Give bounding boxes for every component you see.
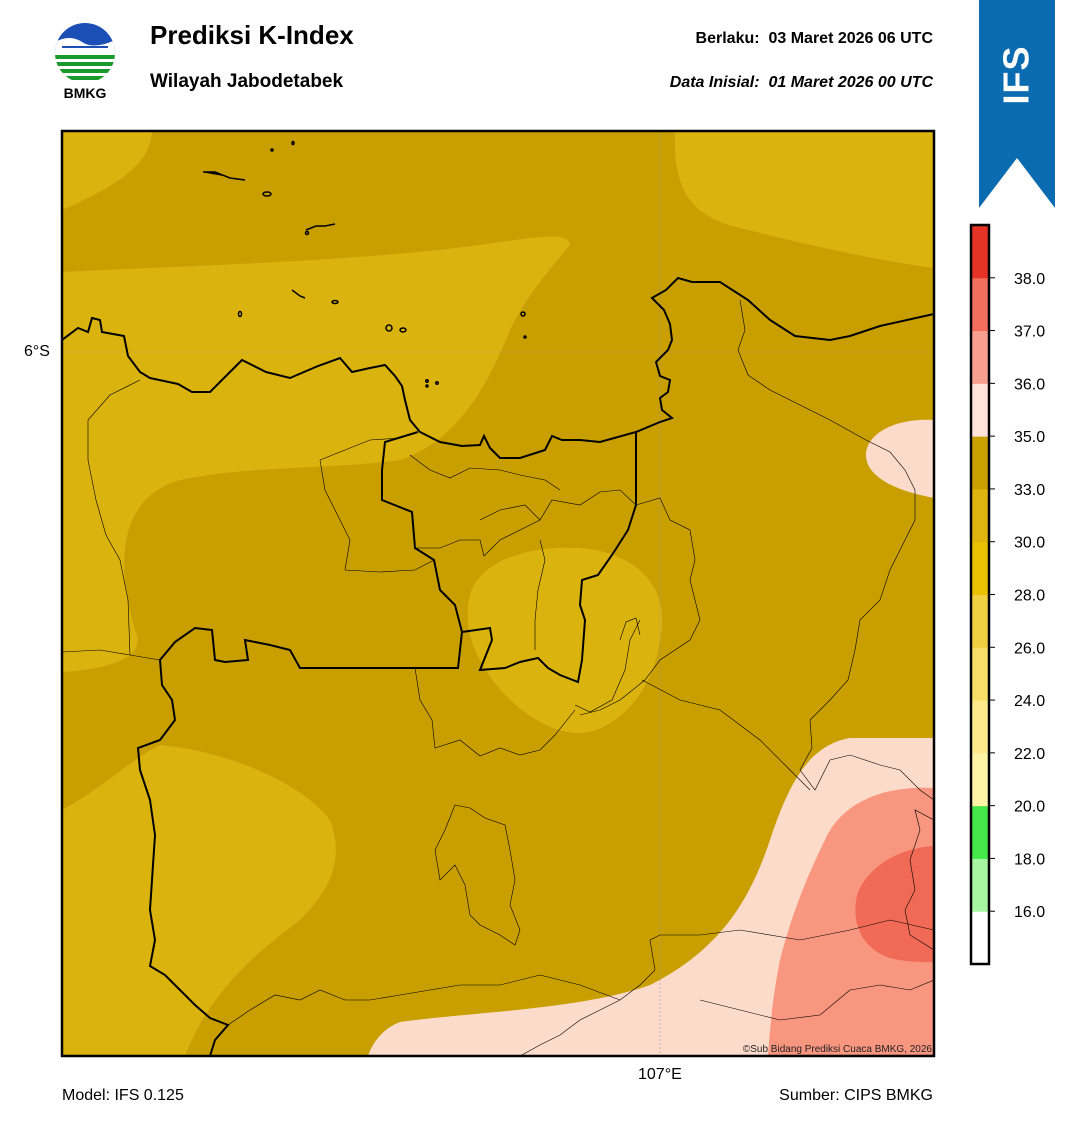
colorbar-tick-label: 30.0 (1014, 535, 1045, 552)
source-label: Sumber: CIPS BMKG (779, 1087, 933, 1104)
colorbar-swatch (971, 225, 989, 279)
coastline (62, 276, 934, 459)
init-time-value: 01 Maret 2026 00 UTC (768, 74, 933, 91)
colorbar-tick-label: 16.0 (1014, 904, 1045, 921)
district-boundaries (62, 299, 934, 1056)
colorbar-swatch (971, 700, 989, 754)
k-index-colorbar: 16.0 18.0 20.0 22.0 24.0 26.0 28.0 30.0 33.0 35.0… (969, 223, 1045, 966)
kindex-field-30-33-southwest (62, 745, 336, 1056)
kindex-field-30-33-northwest (62, 131, 152, 210)
kindex-field-30-33-center (467, 547, 663, 734)
kindex-field-30-33-northeast (674, 131, 934, 268)
init-time: Data Inisial: 01 Maret 2026 00 UTC (670, 74, 933, 92)
page-subtitle: Wilayah Jabodetabek (150, 71, 344, 92)
valid-time: Berlaku: 03 Maret 2026 06 UTC (696, 30, 933, 48)
logo-text: BMKG (64, 85, 107, 101)
colorbar-swatch (971, 277, 989, 332)
colorbar-tick-label: 36.0 (1014, 376, 1045, 393)
province-boundary-west (136, 431, 464, 1056)
bmkg-logo: BMKG (55, 23, 115, 101)
ifs-banner (979, 0, 1055, 208)
colorbar-tick-label: 20.0 (1014, 799, 1045, 816)
colorbar-swatch (971, 436, 989, 490)
colorbar-swatch (971, 647, 989, 701)
colorbar-swatch (971, 383, 989, 437)
colorbar-tick-label: 38.0 (1014, 271, 1045, 288)
colorbar-tick-label: 37.0 (1014, 324, 1045, 341)
init-time-label: Data Inisial: (669, 74, 760, 91)
colorbar-swatch (971, 911, 989, 965)
province-boundary-jakarta (461, 432, 637, 684)
map-credit: ©Sub Bidang Prediksi Cuaca BMKG, 2026 (742, 1044, 932, 1055)
colorbar-tick-label: 18.0 (1014, 851, 1045, 868)
valid-time-label: Berlaku: (695, 30, 760, 47)
colorbar-swatch (971, 594, 989, 648)
colorbar-swatch (971, 805, 989, 859)
latitude-label: 6°S (24, 343, 50, 360)
valid-time-value: 03 Maret 2026 06 UTC (768, 30, 933, 47)
longitude-label: 107°E (638, 1066, 682, 1083)
colorbar-swatch (971, 752, 989, 807)
kindex-field-37-38 (855, 846, 934, 963)
model-label: Model: IFS 0.125 (62, 1087, 184, 1104)
kindex-field-30-33-west (62, 236, 570, 673)
colorbar-swatch (971, 330, 989, 384)
colorbar-swatch (971, 541, 989, 595)
colorbar-tick-label: 26.0 (1014, 640, 1045, 657)
kindex-field-36-37 (768, 787, 934, 1056)
colorbar-swatch (971, 858, 989, 912)
colorbar-tick-label: 35.0 (1014, 429, 1045, 446)
colorbar-tick-label: 24.0 (1014, 693, 1045, 710)
colorbar-swatch (971, 488, 989, 543)
colorbar-tick-label: 28.0 (1014, 588, 1045, 605)
thousand-islands (203, 140, 527, 388)
colorbar-tick-label: 33.0 (1014, 482, 1045, 499)
kindex-field-35-36-east (865, 419, 934, 498)
colorbar-tick-label: 22.0 (1014, 746, 1045, 763)
page-title: Prediksi K-Index (150, 20, 354, 50)
map-frame (60, 129, 936, 1058)
